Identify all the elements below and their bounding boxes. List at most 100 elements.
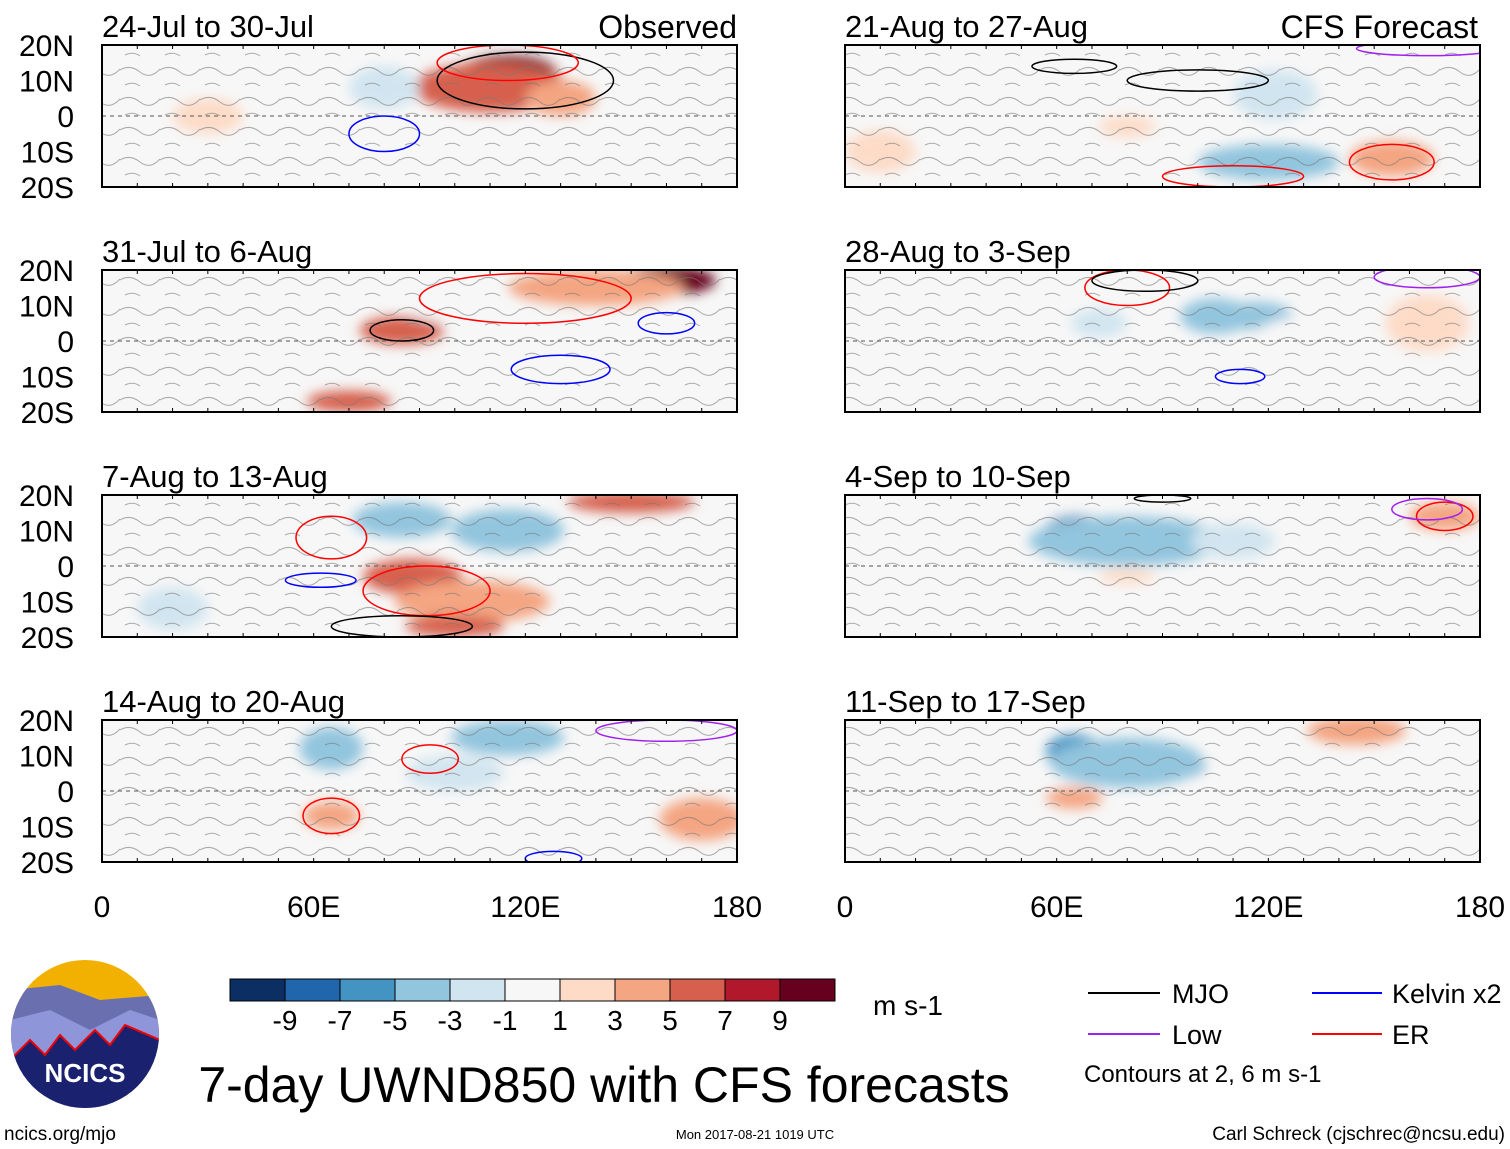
colorbar-swatch bbox=[559, 978, 616, 1002]
kelvin-contour bbox=[284, 572, 357, 589]
footer-author: Carl Schreck (cjschrec@ncsu.edu) bbox=[1212, 1124, 1505, 1145]
er-contour bbox=[295, 515, 368, 560]
legend-low-label: Low bbox=[1172, 1020, 1222, 1050]
colorbar-swatch bbox=[724, 978, 781, 1002]
lat-label: 10N bbox=[19, 516, 74, 549]
panel-title: 24-Jul to 30-Jul bbox=[102, 9, 314, 44]
colorbar-swatch bbox=[284, 978, 341, 1002]
low-contour bbox=[595, 720, 737, 743]
colorbar-label: 9 bbox=[772, 1005, 788, 1036]
mjo-contour bbox=[1126, 69, 1270, 92]
panel-title: 4-Sep to 10-Sep bbox=[845, 459, 1071, 494]
colorbar-swatch bbox=[339, 978, 396, 1002]
lat-label: 20S bbox=[21, 622, 74, 655]
er-contour bbox=[401, 744, 460, 774]
kelvin-contour bbox=[510, 354, 611, 385]
figure-title: 7-day UWND850 with CFS forecasts bbox=[198, 1057, 1009, 1113]
colorbar-label: -7 bbox=[328, 1005, 353, 1036]
lon-label: 180 bbox=[712, 891, 762, 924]
lon-label: 180 bbox=[1455, 891, 1505, 924]
colorbar-label: -9 bbox=[273, 1005, 298, 1036]
colorbar-label: 5 bbox=[662, 1005, 678, 1036]
colorbar-label: 1 bbox=[552, 1005, 568, 1036]
colorbar-label: -1 bbox=[493, 1005, 518, 1036]
lon-label: 120E bbox=[1233, 891, 1303, 924]
lat-label: 10N bbox=[19, 741, 74, 774]
lat-label: 20S bbox=[21, 397, 74, 430]
er-contour bbox=[1348, 143, 1435, 181]
colorbar-swatch bbox=[504, 978, 561, 1002]
lat-label: 0 bbox=[57, 101, 74, 134]
lon-label: 120E bbox=[490, 891, 560, 924]
low-contour bbox=[1355, 45, 1480, 57]
lat-label: 20S bbox=[21, 172, 74, 205]
map-panel: 21-Aug to 27-Aug bbox=[844, 9, 1481, 188]
lat-label: 0 bbox=[57, 326, 74, 359]
low-contour bbox=[1391, 497, 1464, 521]
lat-label: 20S bbox=[21, 847, 74, 880]
colorbar-swatch bbox=[779, 978, 836, 1002]
lat-label: 10N bbox=[19, 66, 74, 99]
er-contour bbox=[1415, 501, 1474, 532]
lon-label: 0 bbox=[94, 891, 111, 924]
legend-mjo-label: MJO bbox=[1172, 979, 1229, 1009]
colorbar-label: 3 bbox=[607, 1005, 623, 1036]
map-panel: 4-Sep to 10-Sep bbox=[844, 459, 1481, 638]
kelvin-contour bbox=[348, 115, 421, 153]
lat-label: 20N bbox=[19, 480, 74, 513]
er-contour bbox=[1161, 164, 1305, 187]
kelvin-contour bbox=[1214, 368, 1266, 385]
observed-header: Observed bbox=[598, 9, 737, 45]
colorbar-swatch bbox=[449, 978, 506, 1002]
er-contour bbox=[436, 45, 579, 82]
lon-label: 60E bbox=[287, 891, 340, 924]
mjo-contour bbox=[436, 51, 615, 110]
colorbar-label: 7 bbox=[717, 1005, 733, 1036]
lat-label: 10S bbox=[21, 812, 74, 845]
kelvin-contour bbox=[637, 311, 696, 335]
legend: MJO Kelvin x2 Low ER Contours at 2, 6 m … bbox=[1084, 979, 1502, 1088]
colorbar-swatch bbox=[394, 978, 451, 1002]
lat-label: 10S bbox=[21, 362, 74, 395]
forecast-header: CFS Forecast bbox=[1281, 9, 1478, 45]
panel-title: 31-Jul to 6-Aug bbox=[102, 234, 312, 269]
colorbar-label: -3 bbox=[438, 1005, 463, 1036]
mjo-contour bbox=[369, 318, 435, 342]
panel-title: 21-Aug to 27-Aug bbox=[845, 9, 1088, 44]
legend-kelvin-label: Kelvin x2 bbox=[1392, 979, 1502, 1009]
colorbar-swatch bbox=[229, 978, 286, 1002]
lat-label: 0 bbox=[57, 551, 74, 584]
legend-er-label: ER bbox=[1392, 1020, 1430, 1050]
contour-note: Contours at 2, 6 m s-1 bbox=[1084, 1061, 1321, 1088]
lat-label: 10N bbox=[19, 291, 74, 324]
map-panel: 28-Aug to 3-Sep bbox=[844, 234, 1481, 413]
mjo-contour bbox=[1133, 495, 1192, 503]
mjo-contour bbox=[1031, 58, 1118, 75]
lat-label: 20N bbox=[19, 705, 74, 738]
panel-title: 14-Aug to 20-Aug bbox=[102, 684, 345, 719]
panel-title: 11-Sep to 17-Sep bbox=[845, 684, 1086, 719]
colorbar-swatch bbox=[614, 978, 671, 1002]
lat-label: 0 bbox=[57, 776, 74, 809]
map-panel: 11-Sep to 17-Sep 0 60E 120E 180 bbox=[837, 684, 1505, 924]
panel-title: 28-Aug to 3-Sep bbox=[845, 234, 1071, 269]
lat-label: 10S bbox=[21, 137, 74, 170]
lon-label: 0 bbox=[837, 891, 854, 924]
panel-title: 7-Aug to 13-Aug bbox=[102, 459, 328, 494]
lat-label: 20N bbox=[19, 30, 74, 63]
ncics-logo: NCICS bbox=[11, 960, 159, 1108]
er-contour bbox=[1084, 270, 1171, 307]
lon-label: 60E bbox=[1030, 891, 1083, 924]
logo-text: NCICS bbox=[45, 1058, 126, 1088]
mjo-contour bbox=[1091, 270, 1199, 293]
lat-label: 10S bbox=[21, 587, 74, 620]
colorbar-label: -5 bbox=[383, 1005, 408, 1036]
lat-label: 20N bbox=[19, 255, 74, 288]
colorbar: -9 -7 -5 -3 -1 1 3 5 7 9 bbox=[229, 978, 836, 1036]
footer-site[interactable]: ncics.org/mjo bbox=[4, 1124, 116, 1145]
